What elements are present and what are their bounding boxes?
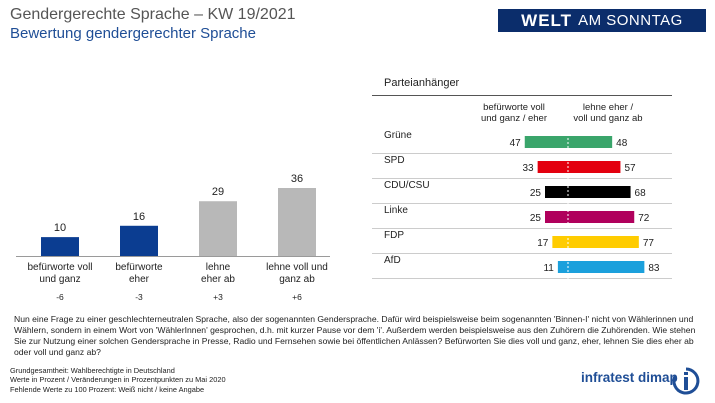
approve-value-label: 25 xyxy=(530,188,542,199)
category-label: ganz ab xyxy=(279,274,315,285)
reject-value-label: 57 xyxy=(624,163,636,174)
reject-bar xyxy=(568,136,613,148)
approve-value-label: 33 xyxy=(523,163,535,174)
change-label: -6 xyxy=(56,292,64,302)
bar-value-label: 16 xyxy=(133,211,145,223)
approve-bar xyxy=(557,261,568,273)
footnote-line: Werte in Prozent / Veränderungen in Proz… xyxy=(10,375,226,385)
party-chart-title: Parteianhänger xyxy=(384,77,460,89)
reject-value-label: 77 xyxy=(643,238,655,249)
reject-value-label: 72 xyxy=(638,213,650,224)
bar xyxy=(41,237,79,256)
party-label: AfD xyxy=(384,255,401,266)
footnote-line: Grundgesamtheit: Wahlberechtigte in Deut… xyxy=(10,366,175,375)
category-label: lehne voll und xyxy=(266,262,328,273)
category-label: lehne xyxy=(206,262,231,273)
logo-bold-text: WELT xyxy=(521,10,573,30)
methodology-footnote: Grundgesamtheit: Wahlberechtigte in Deut… xyxy=(10,366,370,394)
survey-question-text: Nun eine Frage zu einer geschlechterneut… xyxy=(14,314,696,357)
infratest-dimap-logo-text: infratest dimap xyxy=(581,370,678,385)
party-label: SPD xyxy=(384,155,405,166)
approve-bar xyxy=(524,136,568,148)
column-header: lehne eher / xyxy=(583,102,634,113)
approve-value-label: 25 xyxy=(530,213,542,224)
page-title: Gendergerechte Sprache – KW 19/2021 xyxy=(10,6,296,23)
approve-bar xyxy=(545,211,568,223)
reject-bar xyxy=(568,186,631,198)
reject-bar xyxy=(568,161,621,173)
party-label: FDP xyxy=(384,230,404,241)
category-label: befürworte voll xyxy=(27,262,92,273)
category-label: befürworte xyxy=(115,262,163,273)
reject-bar xyxy=(568,261,645,273)
reject-bar xyxy=(568,211,635,223)
party-label: Grüne xyxy=(384,130,412,141)
bar xyxy=(278,188,316,256)
approve-value-label: 11 xyxy=(543,263,554,274)
party-label: Linke xyxy=(384,205,408,216)
column-header: und ganz / eher xyxy=(481,113,547,124)
category-label: eher xyxy=(129,274,150,285)
logo-regular-text: AM SONNTAG xyxy=(578,12,683,29)
category-label: und ganz xyxy=(39,274,80,285)
change-label: -3 xyxy=(135,292,143,302)
bar-value-label: 10 xyxy=(54,222,66,234)
approve-bar xyxy=(537,161,568,173)
footnote-line: Fehlende Werte zu 100 Prozent: Weiß nich… xyxy=(10,384,205,394)
reject-value-label: 48 xyxy=(616,138,628,149)
infratest-dimap-logo-icon xyxy=(672,367,700,395)
bar-value-label: 29 xyxy=(212,186,224,198)
approve-bar xyxy=(545,186,568,198)
approve-bar xyxy=(552,236,568,248)
reject-value-label: 83 xyxy=(648,263,660,274)
reject-bar xyxy=(568,236,639,248)
welt-am-sonntag-logo: WELT AM SONNTAG xyxy=(498,9,706,32)
change-label: +3 xyxy=(213,292,223,302)
party-label: CDU/CSU xyxy=(384,180,430,191)
category-label: eher ab xyxy=(201,274,235,285)
bar-value-label: 36 xyxy=(291,173,303,185)
change-label: +6 xyxy=(292,292,302,302)
column-header: befürworte voll xyxy=(483,102,545,113)
approve-value-label: 17 xyxy=(537,238,549,249)
reject-value-label: 68 xyxy=(635,188,647,199)
column-header: voll und ganz ab xyxy=(573,113,642,124)
bar xyxy=(120,225,158,256)
page-subtitle: Bewertung gendergerechter Sprache xyxy=(10,25,256,42)
bar xyxy=(199,201,237,256)
approve-value-label: 47 xyxy=(510,138,522,149)
